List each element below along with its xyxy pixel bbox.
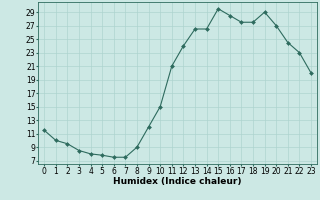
X-axis label: Humidex (Indice chaleur): Humidex (Indice chaleur) [113, 177, 242, 186]
